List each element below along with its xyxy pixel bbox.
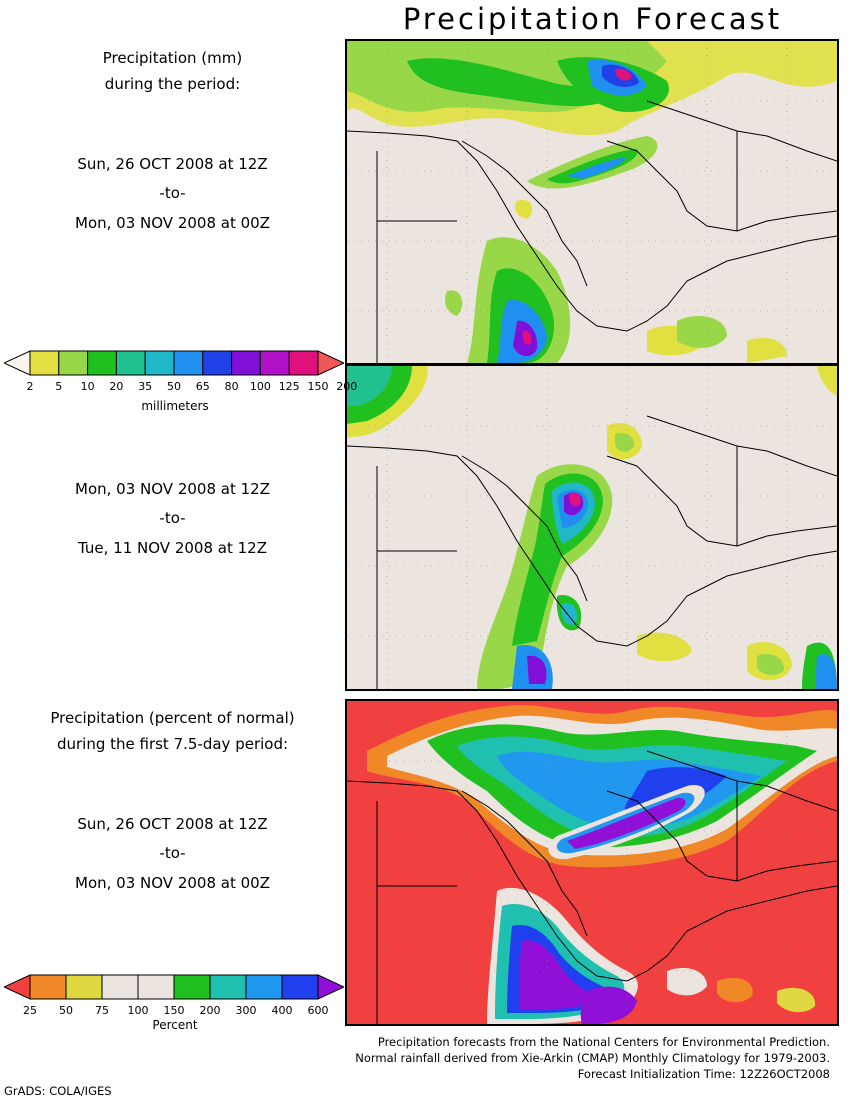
mm-colorbar-swatch-5 — [144, 350, 175, 376]
lat-lon-grid — [347, 701, 837, 1024]
mm-colorbar-swatch-4 — [115, 350, 146, 376]
lat-lon-grid — [347, 41, 837, 363]
map-panel-week2-precip — [345, 364, 839, 691]
mm-colorbar-swatch-7 — [202, 350, 233, 376]
percent-colorbar — [4, 974, 344, 1000]
mm-colorbar-unit: millimeters — [141, 399, 209, 413]
mm-colorbar-tick-label: 65 — [195, 380, 210, 393]
mm-colorbar-tick-label: 80 — [224, 380, 239, 393]
percent-colorbar-swatch-5 — [173, 974, 211, 1000]
percent-colorbar-swatch-3 — [101, 974, 139, 1000]
panel3-start-date: Sun, 26 OCT 2008 at 12Z — [77, 815, 268, 833]
percent-colorbar-swatch-2 — [65, 974, 103, 1000]
percent-colorbar-swatch-8 — [281, 974, 319, 1000]
percent-colorbar-tick-label: 25 — [23, 1004, 37, 1017]
mm-colorbar-swatch-3 — [87, 350, 117, 376]
mm-colorbar-swatch-9 — [259, 350, 290, 376]
mm-colorbar-swatch-10 — [288, 350, 319, 376]
mm-colorbar-swatch-8 — [231, 350, 261, 376]
panel1-end-date: Mon, 03 NOV 2008 at 00Z — [75, 214, 270, 232]
percent-colorbar-swatch-above — [317, 974, 344, 1000]
mm-colorbar-ticks: 2 5 10 20 35 50 65 80 100 125 150 200 — [0, 380, 358, 394]
percent-colorbar-tick-label: 400 — [271, 1004, 293, 1017]
mm-colorbar-swatch-below — [4, 350, 31, 376]
mm-colorbar-swatch-2 — [58, 350, 89, 376]
mm-colorbar-swatch-6 — [173, 350, 204, 376]
panel1-separator: -to- — [159, 184, 186, 202]
coastlines — [347, 415, 837, 689]
anomaly-shading — [367, 705, 837, 1024]
page-title: Precipitation Forecast — [402, 2, 783, 36]
mm-colorbar-tick-label: 100 — [249, 380, 271, 393]
footer-notes: Precipitation forecasts from the Nationa… — [355, 1034, 830, 1082]
percent-colorbar-tick-label: 75 — [95, 1004, 109, 1017]
mm-colorbar-tick-label: 50 — [167, 380, 181, 393]
precip-shading — [347, 41, 837, 363]
percent-colorbar-unit: Percent — [152, 1018, 198, 1032]
mm-colorbar — [4, 350, 344, 376]
panel1-header-line2: during the period: — [104, 75, 241, 93]
panel2-start-date: Mon, 03 NOV 2008 at 12Z — [75, 480, 270, 498]
panel1-header-line1: Precipitation (mm) — [102, 49, 243, 67]
software-credit: GrADS: COLA/IGES — [4, 1084, 112, 1098]
mm-colorbar-tick-label: 35 — [138, 380, 153, 393]
precip-shading — [347, 366, 837, 689]
mm-colorbar-swatch-above — [317, 350, 344, 376]
panel3-header-line1: Precipitation (percent of normal) — [50, 709, 295, 727]
panel3-separator: -to- — [159, 844, 186, 862]
panel2-end-date: Tue, 11 NOV 2008 at 12Z — [78, 539, 267, 557]
percent-colorbar-swatch-7 — [245, 974, 283, 1000]
mm-colorbar-tick-label: 150 — [307, 380, 329, 393]
percent-colorbar-tick-label: 150 — [163, 1004, 185, 1017]
footer-line2: Normal rainfall derived from Xie-Arkin (… — [355, 1051, 830, 1065]
mm-colorbar-tick-label: 20 — [109, 380, 124, 393]
percent-colorbar-tick-label: 600 — [307, 1004, 329, 1017]
percent-colorbar-ticks: 25 50 75 100 150 200 300 400 600 — [0, 1004, 345, 1018]
panel3-end-date: Mon, 03 NOV 2008 at 00Z — [75, 874, 270, 892]
percent-colorbar-tick-label: 50 — [59, 1004, 73, 1017]
percent-colorbar-swatch-below — [4, 974, 31, 1000]
percent-colorbar-tick-label: 300 — [235, 1004, 257, 1017]
mm-colorbar-tick-label: 2 — [26, 380, 34, 393]
mm-colorbar-tick-label: 200 — [336, 380, 358, 393]
percent-colorbar-swatch-6 — [209, 974, 247, 1000]
map-panel-week1-precip — [345, 39, 839, 365]
panel3-header-line2: during the first 7.5-day period: — [56, 735, 289, 753]
percent-colorbar-tick-label: 200 — [199, 1004, 221, 1017]
footer-line1: Precipitation forecasts from the Nationa… — [377, 1035, 830, 1049]
panel1-start-date: Sun, 26 OCT 2008 at 12Z — [77, 155, 268, 173]
panel2-separator: -to- — [159, 509, 186, 527]
footer-line3: Forecast Initialization Time: 12Z26OCT20… — [577, 1067, 830, 1081]
mm-colorbar-swatch-1 — [29, 350, 60, 376]
coastlines — [347, 750, 837, 1024]
percent-colorbar-tick-label: 100 — [127, 1004, 149, 1017]
map-panel-percent-normal — [345, 699, 839, 1026]
percent-colorbar-swatch-4 — [137, 974, 175, 1000]
mm-colorbar-tick-label: 5 — [55, 380, 63, 393]
mm-colorbar-tick-label: 125 — [278, 380, 300, 393]
mm-colorbar-tick-label: 10 — [80, 380, 95, 393]
coastlines — [347, 100, 837, 363]
lat-lon-grid — [347, 366, 837, 689]
percent-colorbar-swatch-1 — [29, 974, 67, 1000]
